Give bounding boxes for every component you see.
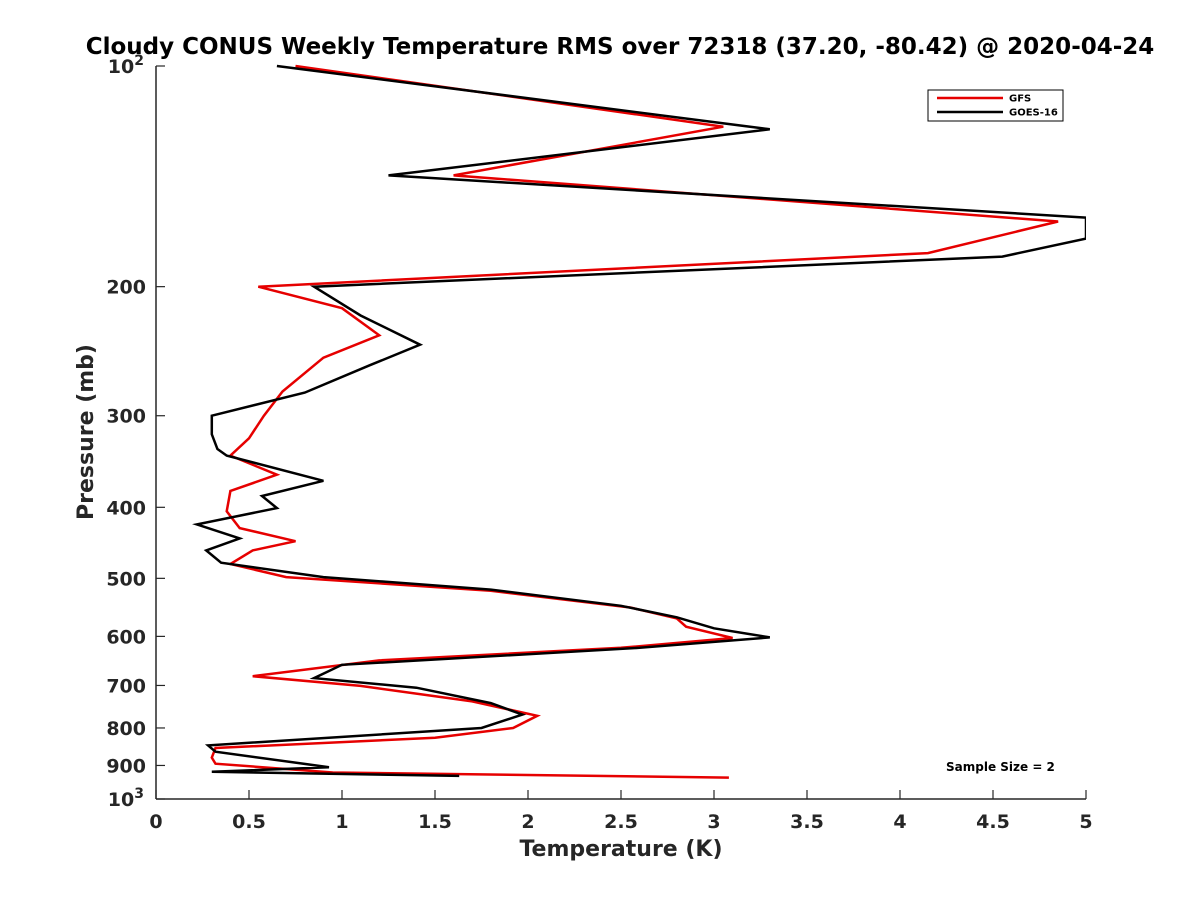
y-tick-label: 700: [106, 675, 146, 697]
x-tick-label: 3: [707, 811, 720, 833]
y-tick-label: 200: [106, 277, 146, 299]
sample-size-annotation: Sample Size = 2: [946, 760, 1055, 774]
x-tick-label: 0.5: [232, 811, 266, 833]
y-tick-label: 500: [106, 568, 146, 590]
x-tick-label: 2: [521, 811, 534, 833]
x-axis-label: Temperature (K): [519, 837, 722, 862]
y-tick-label: 600: [106, 626, 146, 648]
y-ticks: 102 200 300 400 500 600 700 800 900 103: [106, 53, 165, 811]
y-axis-label: Pressure (mb): [74, 344, 99, 520]
y-tick-label: 102: [108, 53, 144, 78]
x-tick-label: 0: [149, 811, 162, 833]
y-tick-label: 300: [106, 406, 146, 428]
x-tick-label: 5: [1079, 811, 1092, 833]
y-tick-label: 900: [106, 755, 146, 777]
legend-label-gfs: GFS: [1009, 94, 1031, 105]
x-tick-label: 4: [893, 811, 906, 833]
series-line-gfs: [210, 64, 1059, 779]
x-tick-label: 3.5: [790, 811, 824, 833]
legend-box: [927, 89, 1064, 122]
y-tick-label: 800: [106, 718, 146, 740]
x-tick-label: 1.5: [418, 811, 452, 833]
chart-title: Cloudy CONUS Weekly Temperature RMS over…: [86, 34, 1155, 60]
y-tick-label: 103: [108, 786, 144, 811]
series-layer: [192, 64, 1086, 779]
y-tick-label: 400: [106, 497, 146, 519]
x-tick-label: 1: [335, 811, 348, 833]
x-ticks: 0 0.5 1 1.5 2 2.5 3 3.5 4 4.5 5: [149, 790, 1093, 833]
x-tick-label: 4.5: [976, 811, 1010, 833]
axes: [155, 66, 1086, 800]
legend-label-goes16: GOES-16: [1009, 108, 1058, 119]
series-line-goes16: [192, 64, 1086, 778]
x-tick-label: 2.5: [604, 811, 638, 833]
legend: GFS GOES-16: [927, 89, 1064, 122]
